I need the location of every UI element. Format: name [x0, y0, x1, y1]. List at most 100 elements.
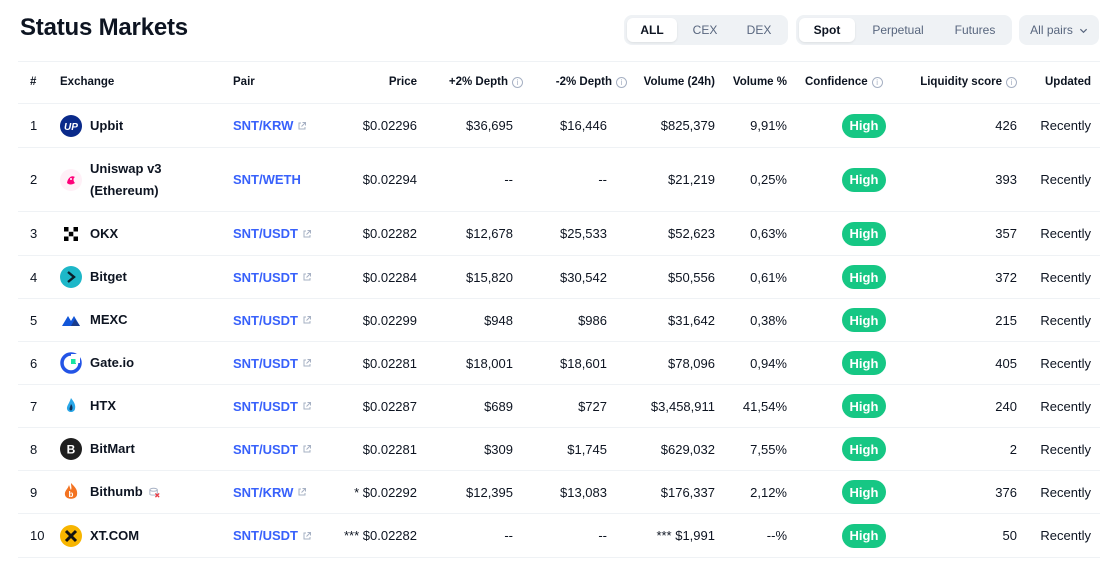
col-liquidity-label: Liquidity score	[920, 76, 1002, 88]
exchange-name[interactable]: XT.COM	[90, 527, 140, 543]
confidence-cell: High	[842, 212, 886, 255]
exchange-cell[interactable]: B BitMart	[60, 428, 135, 470]
table-row[interactable]: 3 OKX SNT/USDT $0.02282 $12,678 $25,533 …	[18, 212, 1100, 255]
depth-plus-value: $689	[484, 398, 513, 414]
volume-value: $21,219	[668, 172, 715, 187]
table-header: # Exchange Pair Price +2% Depth i -2% Dep…	[18, 61, 1100, 103]
col-exchange[interactable]: Exchange	[60, 76, 115, 88]
pair-label: SNT/USDT	[233, 441, 298, 457]
external-link-icon	[303, 531, 311, 539]
info-icon[interactable]: i	[871, 76, 883, 88]
table-row[interactable]: 4 Bitget SNT/USDT $0.02284 $15,820 $30,5…	[18, 256, 1100, 298]
pair-link[interactable]: SNT/USDT	[233, 356, 312, 371]
market-type-toggle: Spot Perpetual Futures	[796, 15, 1012, 45]
exchange-name[interactable]: Uniswap v3	[90, 160, 162, 176]
depth-plus-value: $309	[484, 441, 513, 457]
col-updated[interactable]: Updated	[1045, 76, 1091, 88]
col-confidence[interactable]: Confidence i	[805, 61, 883, 103]
pair-link[interactable]: SNT/USDT	[233, 270, 312, 285]
col-rank[interactable]: #	[30, 76, 37, 88]
confidence-cell: High	[842, 104, 886, 147]
table-row[interactable]: 2 Uniswap v3 (Ethereum) SNT/WETH $0.02294…	[18, 148, 1100, 211]
volume-pct-value: 0,94%	[750, 355, 787, 371]
exchange-name[interactable]: Bitget	[90, 269, 127, 284]
exchange-name-sub[interactable]: (Ethereum)	[90, 182, 159, 198]
exchange-name[interactable]: Bithumb	[90, 484, 143, 499]
exchange-cell[interactable]: Uniswap v3 (Ethereum)	[60, 148, 162, 211]
exchange-name[interactable]: BitMart	[90, 441, 135, 456]
table-row[interactable]: 5 MEXC SNT/USDT $0.02299 $948 $986 $31,6…	[18, 299, 1100, 341]
exchange-cell[interactable]: UP Upbit	[60, 104, 123, 147]
table-row[interactable]: 1 UP Upbit SNT/KRW $0.02296 $36,695 $16,…	[18, 104, 1100, 147]
col-depth-minus[interactable]: -2% Depth i	[523, 61, 627, 103]
exchange-name[interactable]: OKX	[90, 225, 119, 241]
upbit-icon: UP	[60, 114, 82, 137]
col-pair[interactable]: Pair	[233, 76, 255, 88]
info-icon[interactable]: i	[512, 76, 523, 88]
confidence-cell: High	[842, 385, 886, 427]
col-liquidity[interactable]: Liquidity score i	[898, 61, 1017, 103]
exchange-cell[interactable]: MEXC	[60, 299, 128, 341]
pair-link[interactable]: SNT/USDT	[233, 399, 312, 414]
exchange-name[interactable]: MEXC	[90, 312, 128, 327]
row-rank: 10	[30, 528, 45, 543]
pair-link[interactable]: SNT/KRW	[233, 485, 307, 500]
tab-perpetual[interactable]: Perpetual	[872, 23, 924, 37]
exchange-name[interactable]: Gate.io	[90, 355, 135, 370]
tab-all[interactable]: ALL	[627, 18, 677, 42]
volume-pct-value: 41,54%	[742, 398, 787, 414]
pair-cell: SNT/USDT	[233, 428, 312, 470]
pair-link[interactable]: SNT/USDT	[233, 313, 312, 328]
updated-value: Recently	[1040, 118, 1091, 133]
table-row[interactable]: 9 b Bithumb SNT/KRW * $0.02292 $12,395 $…	[18, 471, 1100, 513]
tab-spot[interactable]: Spot	[799, 18, 855, 42]
updated-value: Recently	[1040, 528, 1091, 543]
warning-icon[interactable]	[148, 486, 161, 499]
pair-link[interactable]: SNT/USDT	[233, 442, 312, 457]
exchange-type-toggle: ALL CEX DEX	[624, 15, 788, 45]
chevron-down-icon	[1079, 28, 1087, 33]
col-price[interactable]: Price	[388, 76, 417, 88]
row-rank: 5	[30, 312, 38, 328]
pair-label: SNT/WETH	[233, 172, 301, 187]
pairs-dropdown[interactable]: All pairs	[1019, 15, 1099, 45]
price-value: $0.02281	[362, 441, 417, 457]
price-value: $0.02284	[362, 269, 417, 285]
exchange-name[interactable]: Upbit	[90, 117, 124, 133]
exchange-cell[interactable]: Bitget	[60, 256, 127, 298]
pair-link[interactable]: SNT/USDT	[233, 528, 312, 543]
confidence-badge: High	[842, 221, 886, 246]
col-confidence-label: Confidence	[805, 76, 868, 88]
xtcom-icon	[60, 524, 82, 547]
exchange-name[interactable]: HTX	[90, 398, 116, 413]
updated-value: Recently	[1040, 312, 1091, 328]
col-volume-pct[interactable]: Volume %	[732, 76, 787, 88]
info-icon[interactable]: i	[1006, 76, 1017, 88]
exchange-cell[interactable]: b Bithumb	[60, 471, 161, 513]
info-icon[interactable]: i	[616, 76, 627, 88]
table-row[interactable]: 8 B BitMart SNT/USDT $0.02281 $309 $1,74…	[18, 428, 1100, 470]
pair-link[interactable]: SNT/USDT	[233, 226, 312, 241]
exchange-cell[interactable]: HTX	[60, 385, 116, 427]
col-volume[interactable]: Volume (24h)	[643, 76, 715, 88]
pair-link[interactable]: SNT/WETH	[233, 172, 301, 187]
volume-pct-value: --%	[766, 528, 787, 543]
tab-dex[interactable]: DEX	[746, 23, 772, 37]
depth-plus-value: $12,395	[466, 484, 513, 500]
exchange-cell[interactable]: OKX	[60, 212, 118, 255]
pair-link[interactable]: SNT/KRW	[233, 118, 307, 133]
volume-value: $52,623	[668, 226, 715, 241]
exchange-cell[interactable]: Gate.io	[60, 342, 134, 384]
volume-pct-value: 2,12%	[750, 484, 787, 500]
exchange-cell[interactable]: XT.COM	[60, 514, 139, 557]
tab-futures[interactable]: Futures	[954, 23, 996, 37]
tab-cex[interactable]: CEX	[692, 23, 718, 37]
table-row[interactable]: 6 Gate.io SNT/USDT $0.02281 $18,001 $18,…	[18, 342, 1100, 384]
confidence-badge: High	[842, 308, 886, 332]
external-link-icon	[303, 402, 311, 410]
depth-minus-value: $30,542	[560, 269, 607, 285]
col-depth-plus[interactable]: +2% Depth i	[423, 61, 523, 103]
table-row[interactable]: 10 XT.COM SNT/USDT *** $0.02282 -- -- **…	[18, 514, 1100, 557]
depth-plus-value: --	[504, 172, 513, 187]
table-row[interactable]: 7 HTX SNT/USDT $0.02287 $689 $727 $3,458…	[18, 385, 1100, 427]
